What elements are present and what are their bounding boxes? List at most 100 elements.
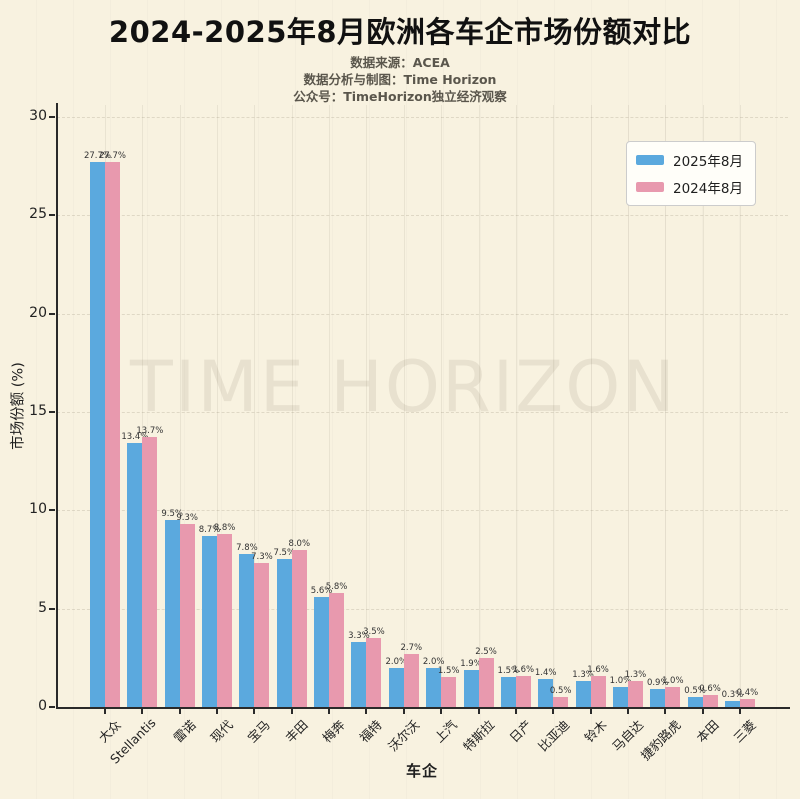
bar-value-label: 8.7% xyxy=(198,524,221,535)
bar-value-label: 7.5% xyxy=(273,548,296,559)
bar-value-label: 2.5% xyxy=(475,646,497,657)
bar-2025 xyxy=(612,687,628,707)
gridline-vertical xyxy=(665,105,667,707)
x-tick-label: 本田 xyxy=(693,717,722,746)
x-tick-mark xyxy=(178,709,181,714)
x-tick-mark xyxy=(365,709,368,714)
gridline-horizontal xyxy=(57,608,788,610)
legend-swatch-2025 xyxy=(636,155,664,165)
bar-2024 xyxy=(291,549,307,707)
gridline-vertical xyxy=(329,105,331,707)
bar-value-label: 9.3% xyxy=(176,513,198,524)
x-tick-mark xyxy=(701,709,704,714)
bar-2025 xyxy=(500,677,516,707)
x-tick-mark xyxy=(104,709,106,714)
x-tick-label: 上汽 xyxy=(431,717,460,746)
y-tick-label: 0 xyxy=(38,698,47,714)
gridline-vertical xyxy=(179,105,181,707)
legend-swatch-2024 xyxy=(636,182,664,192)
bar-value-label: 5.6% xyxy=(310,585,333,596)
bar-value-label: 1.0% xyxy=(661,676,684,687)
x-tick-label: 三菱 xyxy=(730,717,759,746)
bar-value-label: 7.3% xyxy=(251,552,273,563)
y-tick-label: 10 xyxy=(29,501,47,518)
bar-2025 xyxy=(314,596,330,707)
bar-2025 xyxy=(724,701,740,707)
bar-2025 xyxy=(538,679,554,707)
bar-value-label: 1.5% xyxy=(437,666,460,677)
y-tick-mark xyxy=(49,607,55,610)
gridline-vertical xyxy=(291,105,293,707)
bar-2025 xyxy=(202,535,218,707)
bar-value-label: 27.7% xyxy=(83,151,112,162)
bar-value-label: 1.0% xyxy=(609,676,632,687)
x-tick-label: 比亚迪 xyxy=(534,717,572,755)
bar-2025 xyxy=(164,520,180,707)
gridline-vertical xyxy=(217,105,219,707)
bar-value-label: 9.5% xyxy=(161,509,183,520)
x-tick-label: 福特 xyxy=(356,717,386,746)
x-tick-mark xyxy=(440,709,443,714)
x-tick-label: 雷诺 xyxy=(170,717,199,746)
bar-2024 xyxy=(254,563,270,707)
bar-value-label: 0.3% xyxy=(721,690,744,701)
bar-2024 xyxy=(478,657,494,707)
y-tick-label: 25 xyxy=(29,206,47,223)
bar-value-label: 1.6% xyxy=(587,664,609,675)
x-axis-title: 车企 xyxy=(405,762,439,780)
bar-2024 xyxy=(142,437,158,707)
bar-2025 xyxy=(127,443,143,707)
y-tick-label: 15 xyxy=(29,402,47,419)
bar-2024 xyxy=(403,653,419,707)
gridline-vertical xyxy=(478,105,480,707)
bar-2025 xyxy=(351,642,367,707)
x-tick-mark xyxy=(402,709,405,714)
gridline-vertical xyxy=(553,105,555,707)
x-tick-label: 铃木 xyxy=(580,717,610,746)
legend-label-2025: 2025年8月 xyxy=(673,154,743,170)
x-tick-mark xyxy=(514,709,517,714)
bar-2025 xyxy=(239,553,255,707)
x-tick-label: 宝马 xyxy=(244,717,274,746)
bar-2025 xyxy=(90,162,105,707)
gridline-vertical xyxy=(515,105,517,707)
y-tick-mark xyxy=(49,312,55,315)
bar-value-label: 1.3% xyxy=(624,670,647,681)
x-tick-mark xyxy=(477,709,480,714)
bar-value-label: 1.6% xyxy=(512,664,535,675)
legend: 2025年8月 2024年8月 xyxy=(626,141,756,206)
bar-value-label: 2.0% xyxy=(385,656,408,667)
bar-2025 xyxy=(276,559,292,707)
x-tick-mark xyxy=(589,709,592,714)
gridline-vertical xyxy=(702,105,704,707)
gridline-vertical xyxy=(590,105,592,707)
bar-value-label: 3.3% xyxy=(348,631,370,642)
subtitle-data-source: 数据来源：ACEA xyxy=(350,55,450,70)
bar-2024 xyxy=(329,592,345,707)
bar-2025 xyxy=(388,667,404,707)
y-tick-mark xyxy=(49,509,55,512)
subtitle-author: 数据分析与制图：Time Horizon xyxy=(303,72,497,87)
gridline-vertical xyxy=(739,105,741,707)
gridline-horizontal xyxy=(57,510,788,512)
bar-2024 xyxy=(515,675,531,707)
gridline-vertical xyxy=(254,105,256,707)
x-tick-mark xyxy=(328,709,331,714)
x-tick-mark xyxy=(738,709,741,714)
bar-2024 xyxy=(553,697,569,707)
x-tick-label: 沃尔沃 xyxy=(385,717,423,755)
bar-2025 xyxy=(650,689,666,707)
gridline-vertical xyxy=(441,105,443,707)
bar-2024 xyxy=(366,638,382,707)
bar-2024 xyxy=(441,677,457,707)
y-axis-line xyxy=(55,103,58,709)
bar-value-label: 0.9% xyxy=(646,678,669,689)
gridline-vertical xyxy=(403,105,405,707)
bar-value-label: 1.9% xyxy=(460,658,482,669)
x-axis-line xyxy=(55,707,790,709)
bar-value-label: 0.5% xyxy=(684,686,706,697)
bar-2025 xyxy=(463,669,479,707)
bar-2025 xyxy=(426,667,442,707)
legend-label-2024: 2024年8月 xyxy=(673,181,743,197)
